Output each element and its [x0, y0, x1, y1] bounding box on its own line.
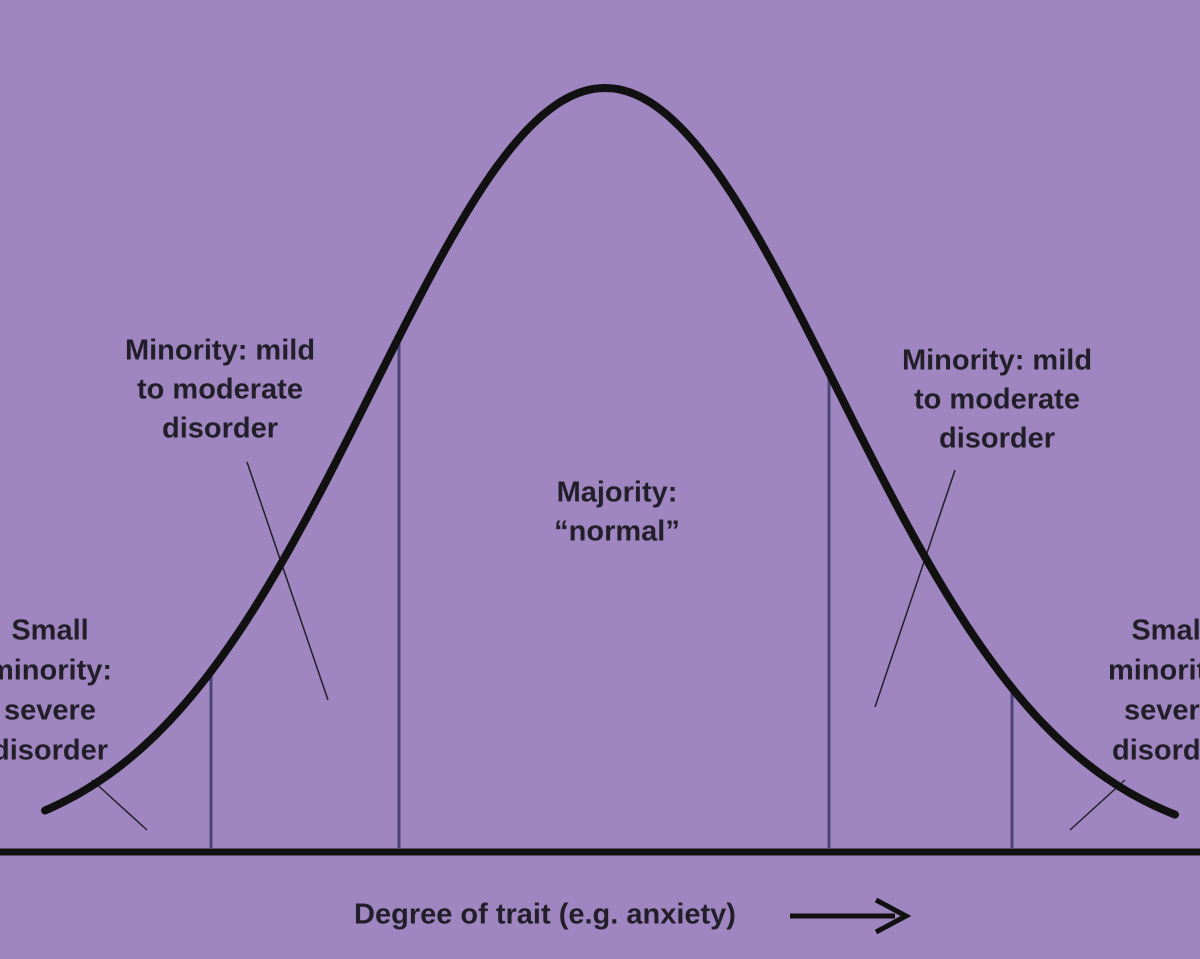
label-line: disorder: [162, 413, 278, 445]
label-line: minority:: [0, 655, 112, 687]
pointer: [874, 469, 956, 708]
label-line: “normal”: [554, 516, 680, 548]
label-line: Small: [1131, 615, 1200, 647]
label-line: disorder: [1112, 735, 1200, 767]
pointer: [91, 779, 148, 831]
arrow-head: [874, 897, 912, 935]
pointer: [246, 461, 329, 701]
label-line: Minority: mild: [902, 345, 1092, 377]
pointers: [91, 461, 1126, 831]
label-line: minority:: [1108, 655, 1200, 687]
label-line: to moderate: [914, 384, 1080, 416]
axis-label: Degree of trait (e.g. anxiety): [354, 899, 736, 931]
label-line: Majority:: [557, 477, 678, 509]
label-line: disorder: [939, 423, 1055, 455]
label-line: severe: [1124, 695, 1200, 727]
label-line: severe: [4, 695, 96, 727]
label-line: Minority: mild: [125, 335, 315, 367]
label-line: to moderate: [137, 374, 303, 406]
bell-curve: [41, 83, 1179, 819]
label-line: Small: [11, 615, 88, 647]
label-line: disorder: [0, 735, 108, 767]
